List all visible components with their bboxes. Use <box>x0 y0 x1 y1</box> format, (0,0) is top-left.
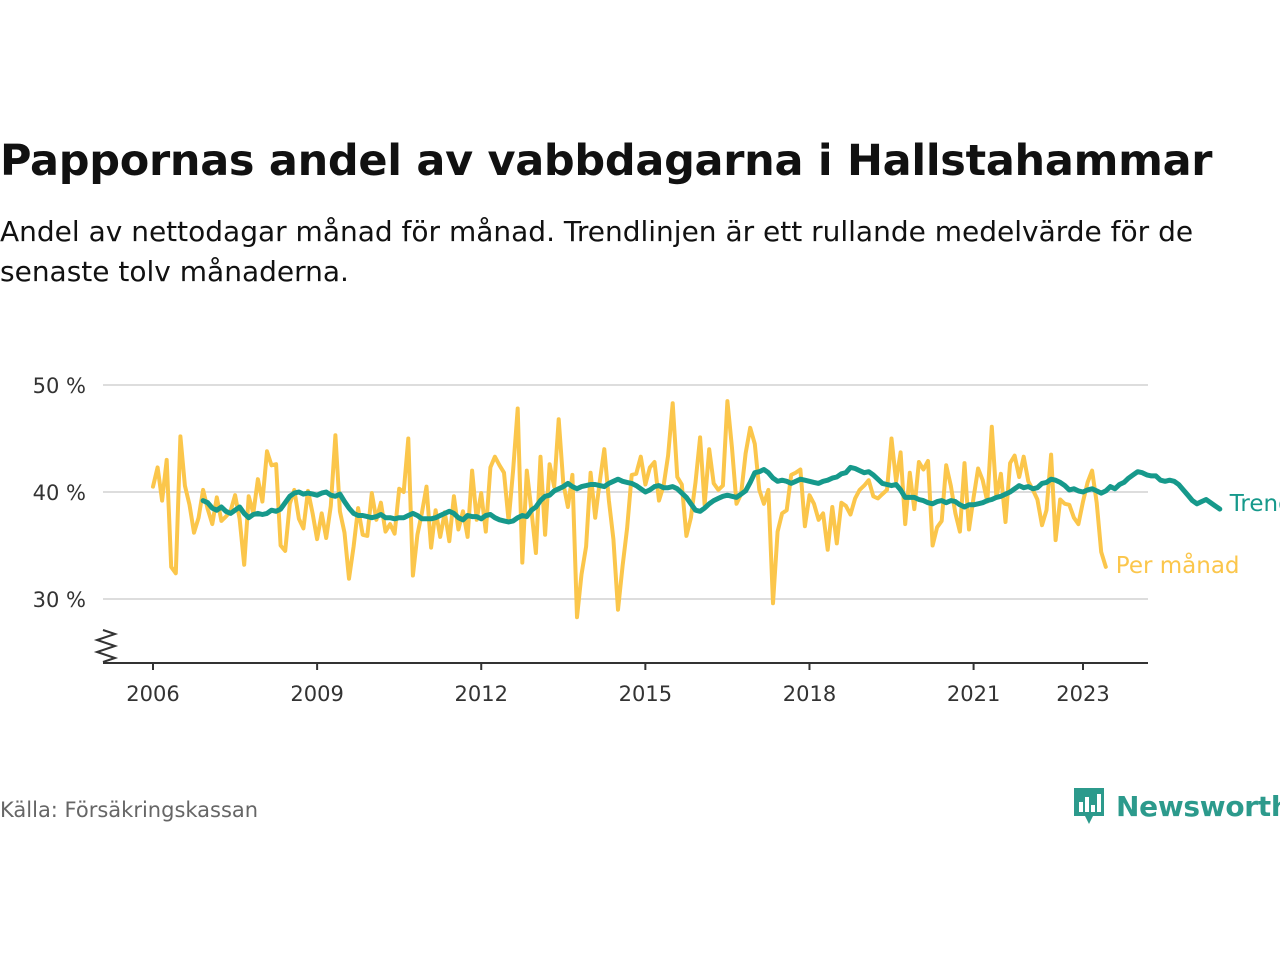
y-tick-label: 40 % <box>33 481 86 505</box>
line-chart: 30 % 40 % 50 % 2006 2009 2012 2015 2018 2021 202… <box>33 374 1280 706</box>
x-tick-label: 2015 <box>619 682 672 706</box>
x-tick-label: 2018 <box>783 682 836 706</box>
y-axis-ticks: 30 % 40 % 50 % <box>33 374 86 612</box>
x-tick-label: 2009 <box>290 682 343 706</box>
axis-break-icon <box>93 629 119 663</box>
newsworthy-logo: Newsworthy <box>1072 786 1280 826</box>
logo-text: Newsworthy <box>1116 789 1280 823</box>
y-tick-label: 30 % <box>33 588 86 612</box>
newsworthy-logo-icon <box>1074 788 1104 824</box>
source-note: Källa: Försäkringskassan <box>0 798 259 822</box>
x-tick-label: 2023 <box>1056 682 1109 706</box>
trend-series-label: Trend <box>1229 491 1280 517</box>
chart-subtitle: Andel av nettodagar månad för månad. Tre… <box>0 215 1194 288</box>
x-tick-label: 2006 <box>126 682 179 706</box>
chart-title: Pappornas andel av vabbdagarna i Hallsta… <box>0 136 1213 186</box>
x-tick-label: 2012 <box>455 682 508 706</box>
monthly-series-line <box>151 399 1108 620</box>
x-axis: 2006 2009 2012 2015 2018 2021 2023 <box>93 629 1148 706</box>
trend-series-line <box>200 464 1223 525</box>
monthly-series-label: Per månad <box>1116 551 1240 579</box>
x-tick-label: 2021 <box>947 682 1000 706</box>
y-tick-label: 50 % <box>33 374 86 398</box>
series-labels: Per månad Trend <box>1116 491 1280 579</box>
series-layer <box>151 399 1223 620</box>
